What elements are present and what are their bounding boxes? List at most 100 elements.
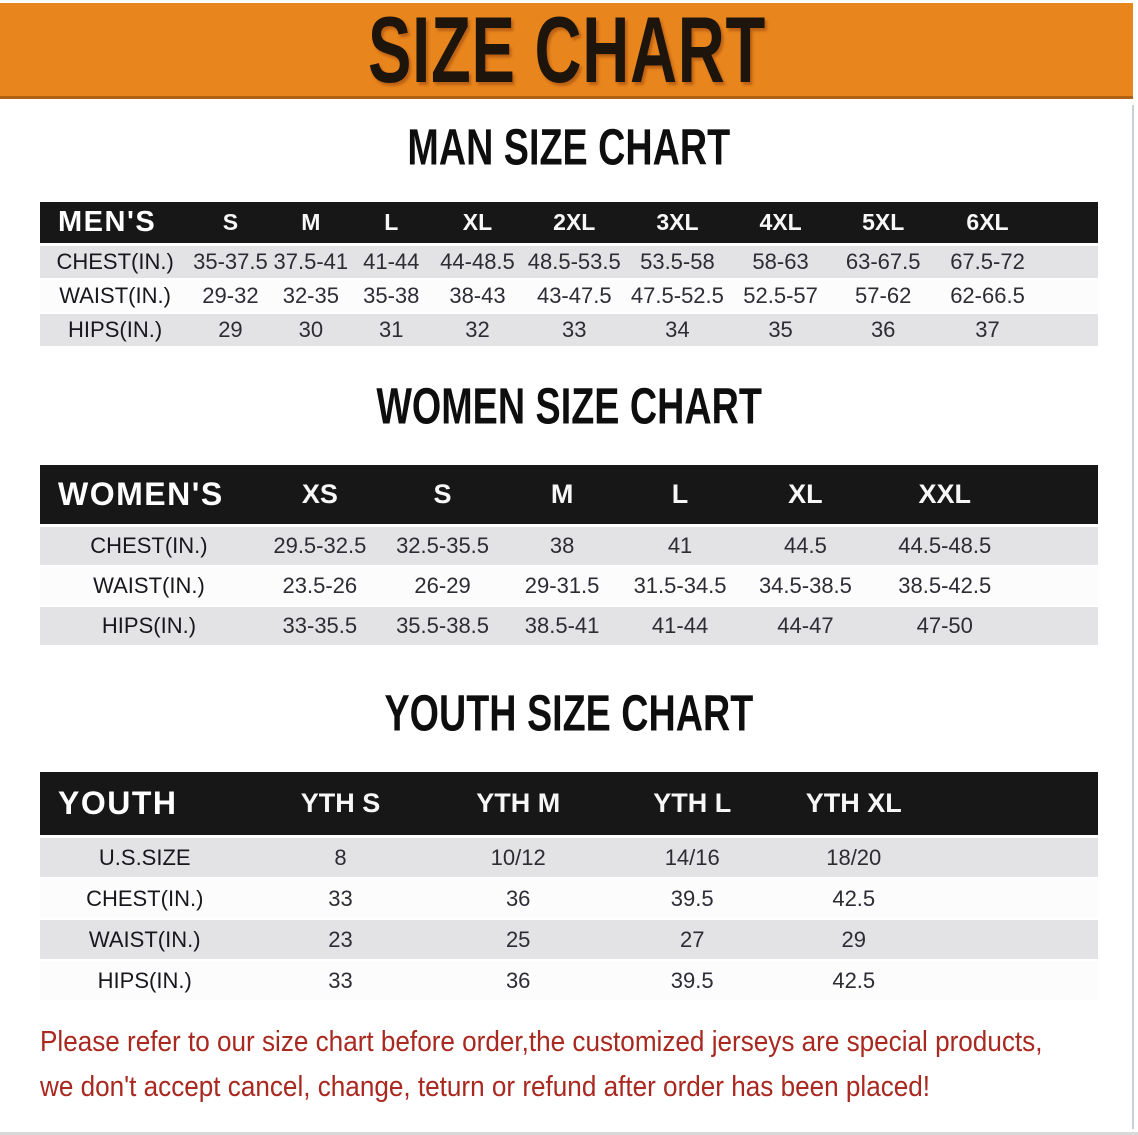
size-value-cell: 63-67.5 xyxy=(831,246,936,280)
size-value-cell: 29-31.5 xyxy=(503,567,621,607)
men-size-table: MEN'S S M L XL 2XL 3XL 4XL 5XL 6XL CHEST(IN.) 35-37… xyxy=(40,202,1098,348)
size-value-cell: 38-43 xyxy=(431,280,524,314)
measurement-label: WAIST(IN.) xyxy=(40,920,250,961)
women-size-table: WOMEN'S XS S M L XL XXL CHEST(IN.) 29.5-32.5 32.5… xyxy=(40,465,1098,647)
size-value-cell: 33-35.5 xyxy=(257,607,382,647)
measurement-label: WAIST(IN.) xyxy=(40,280,191,314)
size-value-cell: 44.5 xyxy=(739,527,872,567)
size-value-cell: 41-44 xyxy=(620,607,740,647)
size-value-cell: 23.5-26 xyxy=(257,567,382,607)
size-value-cell: 44-48.5 xyxy=(431,246,524,280)
size-value-cell: 39.5 xyxy=(604,879,780,920)
size-value-cell: 38 xyxy=(503,527,621,567)
size-value-cell: 29.5-32.5 xyxy=(257,527,382,567)
size-value-cell: 18/20 xyxy=(779,838,1098,879)
size-value-cell: 32-35 xyxy=(270,280,352,314)
size-value-cell: 52.5-57 xyxy=(729,280,832,314)
size-column-header: 2XL xyxy=(523,202,626,246)
measurement-label: HIPS(IN.) xyxy=(40,961,250,1002)
size-value-cell: 53.5-58 xyxy=(625,246,730,280)
size-value-cell: 34 xyxy=(625,314,730,348)
size-value-cell: 35-37.5 xyxy=(190,246,271,280)
size-value-cell: 27 xyxy=(604,920,780,961)
size-value-cell: 26-29 xyxy=(381,567,504,607)
size-value-cell: 32 xyxy=(431,314,524,348)
size-column-header: XL xyxy=(739,465,872,527)
size-value-cell: 42.5 xyxy=(779,961,1098,1002)
order-notice: Please refer to our size chart before or… xyxy=(40,1020,1138,1110)
size-value-cell: 14/16 xyxy=(604,838,780,879)
measurement-row: WAIST(IN.) 23 25 27 29 xyxy=(40,920,1098,961)
size-value-cell: 33 xyxy=(523,314,626,348)
size-value-cell: 39.5 xyxy=(604,961,780,1002)
measurement-label: CHEST(IN.) xyxy=(40,879,250,920)
measurement-label: HIPS(IN.) xyxy=(40,607,258,647)
size-value-cell: 58-63 xyxy=(729,246,832,280)
notice-line-2: we don't accept cancel, change, teturn o… xyxy=(40,1071,931,1103)
size-value-cell: 47-50 xyxy=(871,607,1098,647)
women-header-row: WOMEN'S XS S M L XL XXL xyxy=(40,465,1098,527)
size-value-cell: 38.5-41 xyxy=(503,607,621,647)
measurement-label: HIPS(IN.) xyxy=(40,314,191,348)
size-value-cell: 44-47 xyxy=(739,607,872,647)
size-value-cell: 67.5-72 xyxy=(935,246,1098,280)
women-size-section: WOMEN SIZE CHART WOMEN'S XS S M L XL XXL CHEST(I… xyxy=(0,377,1138,647)
size-column-header: M xyxy=(270,202,352,246)
size-column-header: 4XL xyxy=(729,202,832,246)
measurement-row: WAIST(IN.) 29-32 32-35 35-38 38-43 43-47.5 47.… xyxy=(40,280,1098,314)
size-value-cell: 8 xyxy=(249,838,432,879)
notice-line-1: Please refer to our size chart before or… xyxy=(40,1026,1043,1058)
measurement-row: U.S.SIZE 8 10/12 14/16 18/20 xyxy=(40,838,1098,879)
banner: SIZE CHART xyxy=(0,0,1133,101)
youth-corner-label: YOUTH xyxy=(40,772,250,838)
charts-container: MAN SIZE CHART MEN'S S M L XL 2XL 3XL 4XL 5XL 6XL C… xyxy=(0,118,1138,1002)
size-column-header: XS xyxy=(257,465,382,527)
size-column-header: L xyxy=(351,202,432,246)
youth-size-section: YOUTH SIZE CHART YOUTH YTH S YTH M YTH L YTH … xyxy=(0,684,1138,1002)
size-value-cell: 25 xyxy=(431,920,605,961)
size-column-header: XXL xyxy=(871,465,1098,527)
size-column-header: S xyxy=(381,465,504,527)
size-value-cell: 36 xyxy=(431,879,605,920)
size-value-cell: 31 xyxy=(351,314,432,348)
size-value-cell: 10/12 xyxy=(431,838,605,879)
youth-section-title: YOUTH SIZE CHART xyxy=(0,684,1138,748)
women-section-title: WOMEN SIZE CHART xyxy=(0,377,1138,441)
size-value-cell: 33 xyxy=(249,879,432,920)
size-value-cell: 38.5-42.5 xyxy=(871,567,1098,607)
size-value-cell: 29 xyxy=(779,920,1098,961)
size-value-cell: 36 xyxy=(831,314,936,348)
size-value-cell: 29-32 xyxy=(190,280,271,314)
men-section-title: MAN SIZE CHART xyxy=(0,118,1138,182)
size-value-cell: 37.5-41 xyxy=(270,246,352,280)
men-size-section: MAN SIZE CHART MEN'S S M L XL 2XL 3XL 4XL 5XL 6XL C… xyxy=(0,118,1138,348)
size-value-cell: 31.5-34.5 xyxy=(620,567,740,607)
size-column-header: YTH XL xyxy=(779,772,1098,838)
measurement-label: CHEST(IN.) xyxy=(40,527,258,567)
size-column-header: YTH S xyxy=(249,772,432,838)
size-column-header: L xyxy=(620,465,740,527)
size-column-header: 6XL xyxy=(935,202,1098,246)
measurement-row: CHEST(IN.) 29.5-32.5 32.5-35.5 38 41 44.5 44.5… xyxy=(40,527,1098,567)
size-value-cell: 33 xyxy=(249,961,432,1002)
size-column-header: XL xyxy=(431,202,524,246)
youth-section-title-text: YOUTH SIZE CHART xyxy=(384,684,754,742)
size-column-header: 3XL xyxy=(625,202,730,246)
size-column-header: YTH L xyxy=(604,772,780,838)
size-value-cell: 35 xyxy=(729,314,832,348)
men-section-title-text: MAN SIZE CHART xyxy=(407,118,731,176)
size-value-cell: 41-44 xyxy=(351,246,432,280)
size-value-cell: 36 xyxy=(431,961,605,1002)
size-value-cell: 47.5-52.5 xyxy=(625,280,730,314)
measurement-row: HIPS(IN.) 33-35.5 35.5-38.5 38.5-41 41-44 44-… xyxy=(40,607,1098,647)
size-value-cell: 57-62 xyxy=(831,280,936,314)
page-right-edge-line xyxy=(1132,105,1134,1129)
size-value-cell: 62-66.5 xyxy=(935,280,1098,314)
measurement-label: CHEST(IN.) xyxy=(40,246,191,280)
measurement-row: HIPS(IN.) 33 36 39.5 42.5 xyxy=(40,961,1098,1002)
measurement-row: CHEST(IN.) 35-37.5 37.5-41 41-44 44-48.5 48.5… xyxy=(40,246,1098,280)
youth-header-row: YOUTH YTH S YTH M YTH L YTH XL xyxy=(40,772,1098,838)
measurement-row: WAIST(IN.) 23.5-26 26-29 29-31.5 31.5-34.5 34… xyxy=(40,567,1098,607)
size-value-cell: 37 xyxy=(935,314,1098,348)
